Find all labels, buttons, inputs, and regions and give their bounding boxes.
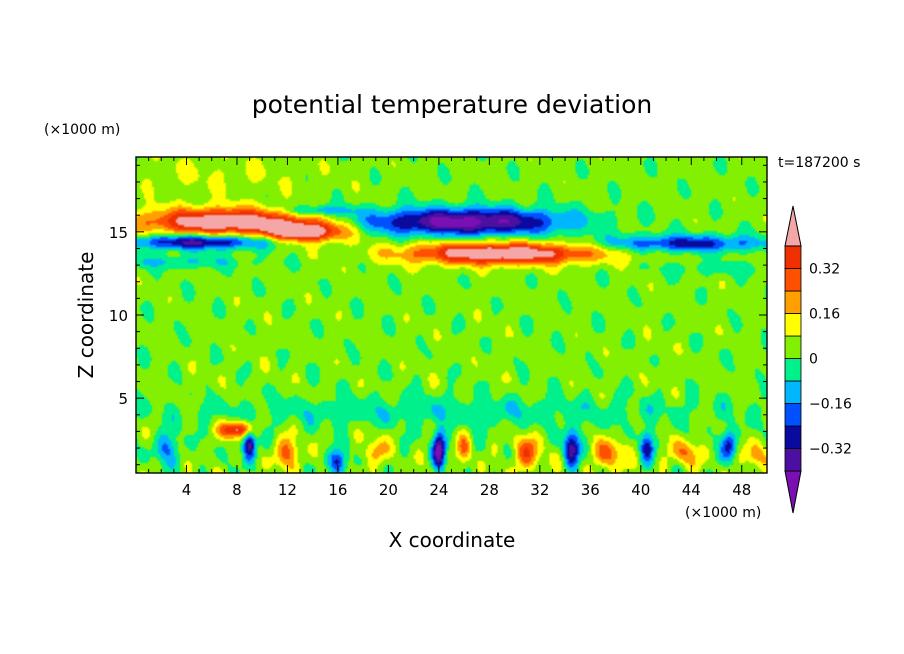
colorbar-band — [784, 335, 802, 359]
y-tick-label: 15 — [109, 224, 128, 242]
x-axis: 4 8 12 16 20 24 28 32 36 40 44 48 — [148, 157, 755, 499]
colorbar-tick-label: 0.16 — [809, 307, 840, 323]
x-tick-label: 40 — [631, 481, 650, 499]
x-axis-label: X coordinate — [389, 528, 516, 552]
y-unit-label: (×1000 m) — [44, 122, 120, 138]
x-tick-label: 24 — [429, 481, 448, 499]
x-tick-label: 16 — [328, 481, 347, 499]
heatmap-field — [136, 157, 767, 473]
x-tick-label: 36 — [581, 481, 600, 499]
colorbar-tick-label: −0.16 — [809, 397, 852, 413]
y-tick-label: 5 — [118, 390, 128, 408]
chart-title: potential temperature deviation — [252, 90, 652, 119]
colorbar: 0.32 0.16 0 −0.16 −0.32 — [784, 205, 852, 514]
x-tick-label: 8 — [232, 481, 242, 499]
colorbar-max-arrow — [784, 205, 802, 247]
colorbar-band — [784, 268, 802, 292]
plot-area — [135, 156, 768, 474]
x-unit-label: (×1000 m) — [685, 505, 761, 521]
x-tick-label: 4 — [182, 481, 192, 499]
colorbar-band — [784, 245, 802, 269]
colorbar-tick-label: −0.32 — [809, 442, 852, 458]
colorbar-band — [784, 313, 802, 337]
x-tick-label: 12 — [278, 481, 297, 499]
x-tick-label: 28 — [480, 481, 499, 499]
time-label: t=187200 s — [778, 155, 860, 171]
y-axis: 5 10 15 — [109, 164, 767, 466]
y-tick-label: 10 — [109, 307, 128, 325]
colorbar-band — [784, 448, 802, 472]
colorbar-min-arrow — [784, 470, 802, 514]
x-tick-label: 20 — [379, 481, 398, 499]
colorbar-band — [784, 380, 802, 404]
x-tick-label: 48 — [732, 481, 751, 499]
colorbar-band — [784, 290, 802, 314]
colorbar-band — [784, 403, 802, 427]
colorbar-tick-label: 0.32 — [809, 262, 840, 278]
colorbar-tick-label: 0 — [809, 352, 818, 368]
y-axis-label: Z coordinate — [74, 252, 98, 379]
x-tick-label: 44 — [682, 481, 701, 499]
colorbar-band — [784, 425, 802, 449]
colorbar-band — [784, 358, 802, 382]
x-tick-label: 32 — [530, 481, 549, 499]
